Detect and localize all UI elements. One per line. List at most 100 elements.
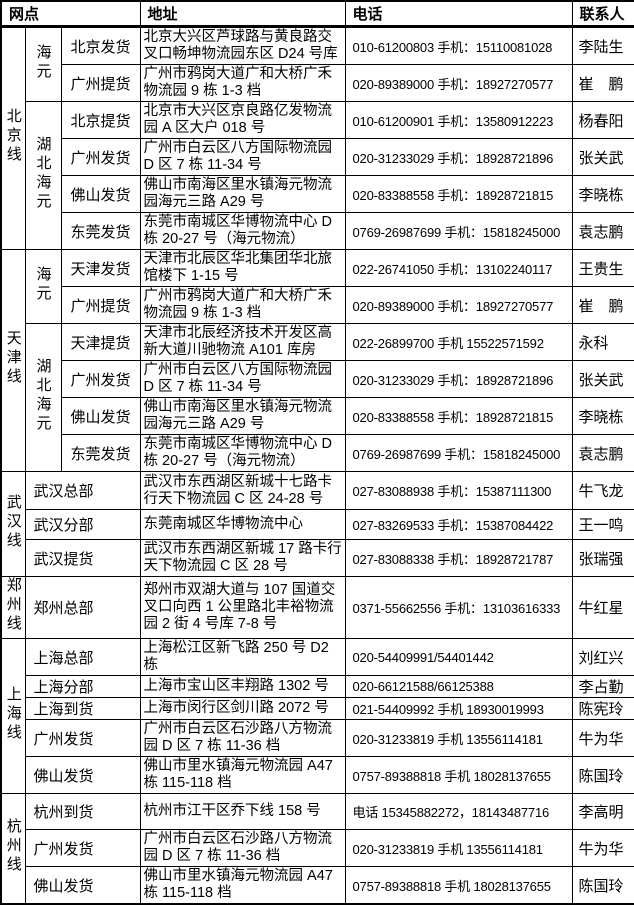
phone-cell: 电话 15345882272，18143487716	[344, 793, 573, 830]
table-row: 广州发货 广州市白云区八方国际物流园 D 区 7 栋 11-34 号 020-3…	[1, 360, 634, 398]
group-label: 湖北海元	[34, 357, 52, 434]
table-row: 上海到货 上海市闵行区剑川路 2072 号 021-54409992 手机 18…	[1, 697, 634, 720]
contact-cell: 李占勤	[571, 675, 634, 698]
contact-cell: 牛红星	[571, 576, 634, 639]
contact-cell: 崔 鹏	[571, 64, 634, 102]
address-cell: 东莞南城区华博物流中心	[139, 509, 346, 540]
header-network: 网点	[0, 0, 141, 28]
table-row: 广州提货 广州市鸦岗大道广和大桥广禾物流园 9 栋 1-3 档 020-8938…	[1, 286, 634, 324]
address-cell: 郑州市双湖大道与 107 国道交叉口向西 1 公里路北丰裕物流园 2 街 4 号…	[139, 576, 346, 639]
table-row: 广州发货 广州市白云区石沙路八方物流园 D 区 7 栋 11-36 档 020-…	[1, 719, 634, 757]
group-label-cell: 海元	[24, 26, 62, 102]
address-cell: 东莞市南城区华博物流中心 D 栋 20-27 号（海元物流）	[139, 434, 346, 472]
contact-cell: 牛为华	[571, 829, 634, 867]
phone-cell: 020-66121588/66125388	[344, 675, 573, 698]
header-row: 网点 地址 电话 联系人	[0, 0, 634, 28]
branch-cell: 北京发货	[60, 26, 141, 65]
group-label-cell: 湖北海元	[24, 101, 62, 250]
branch-cell: 佛山发货	[60, 397, 141, 435]
table-row: 湖北海元 天津提货 天津市北辰经济技术开发区高新大道川驰物流 A101 库房 0…	[1, 323, 634, 472]
line-label: 武汉线	[4, 493, 22, 551]
table-row: 湖北海元 北京提货 北京市大兴区京良路亿发物流园 A 区大户 018 号 010…	[1, 101, 634, 250]
address-cell: 佛山市里水镇海元物流园 A47 栋 115-118 档	[139, 756, 346, 794]
contact-cell: 李晓栋	[571, 397, 634, 435]
branch-cell: 广州发货	[60, 138, 141, 176]
branch-cell: 武汉提货	[24, 539, 141, 577]
branch-cell: 广州提货	[60, 286, 141, 324]
phone-cell: 020-83388558 手机：18928721815	[344, 175, 573, 213]
address-cell: 广州市白云区石沙路八方物流园 D 区 7 栋 11-36 档	[139, 719, 346, 757]
branch-cell: 广州提货	[60, 64, 141, 102]
address-cell: 北京市大兴区京良路亿发物流园 A 区大户 018 号	[139, 101, 346, 139]
address-cell: 广州市鸦岗大道广和大桥广禾物流园 9 栋 1-3 档	[139, 286, 346, 324]
address-cell: 东莞市南城区华博物流中心 D 栋 20-27 号（海元物流）	[139, 212, 346, 250]
group-label-cell: 海元	[24, 249, 62, 324]
line-label: 北京线	[4, 108, 22, 165]
phone-cell: 020-89389000 手机：18927270577	[344, 64, 573, 102]
contact-cell: 张关武	[571, 138, 634, 176]
contact-cell: 牛为华	[571, 719, 634, 757]
line-label-cell: 北京线	[0, 26, 26, 250]
branch-cell: 佛山发货	[24, 866, 141, 905]
table-row: 佛山发货 佛山市南海区里水镇海元物流园海元三路 A29 号 020-833885…	[1, 397, 634, 435]
address-cell: 北京大兴区芦球路与黄良路交叉口畅坤物流园东区 D24 号库	[139, 26, 346, 65]
branch-cell: 上海分部	[24, 675, 141, 698]
branch-cell: 武汉分部	[24, 509, 141, 540]
branch-cell: 佛山发货	[60, 175, 141, 213]
table-row: 上海线 上海总部 上海松江区新飞路 250 号 D2 栋 020-5440999…	[0, 638, 634, 794]
table-row: 佛山发货 佛山市里水镇海元物流园 A47 栋 115-118 档 0757-89…	[1, 756, 634, 794]
address-cell: 广州市鸦岗大道广和大桥广禾物流园 9 栋 1-3 档	[139, 64, 346, 102]
line-label-cell: 郑州线	[0, 576, 26, 639]
address-cell: 上海松江区新飞路 250 号 D2 栋	[139, 638, 346, 676]
branch-cell: 佛山发货	[24, 756, 141, 794]
address-cell: 武汉市东西湖区新城十七路卡行天下物流园 C 区 24-28 号	[139, 471, 346, 510]
branch-cell: 武汉总部	[24, 471, 141, 510]
phone-cell: 020-89389000 手机：18927270577	[344, 286, 573, 324]
line-label-cell: 天津线	[0, 249, 26, 472]
phone-cell: 0757-89388818 手机 18028137655	[344, 866, 573, 905]
contact-cell: 崔 鹏	[571, 286, 634, 324]
phone-cell: 027-83088338 手机：18928721787	[344, 539, 573, 577]
address-cell: 天津市北辰区华北集团华北旅馆楼下 1-15 号	[139, 249, 346, 287]
phone-cell: 027-83269533 手机：15387084422	[344, 509, 573, 540]
branch-cell: 北京提货	[60, 101, 141, 139]
phone-cell: 021-54409992 手机 18930019993	[344, 697, 573, 720]
table-row: 东莞发货 东莞市南城区华博物流中心 D 栋 20-27 号（海元物流） 0769…	[1, 434, 634, 472]
phone-cell: 020-54409991/54401442	[344, 638, 573, 676]
table-row: 郑州线 郑州总部 郑州市双湖大道与 107 国道交叉口向西 1 公里路北丰裕物流…	[0, 576, 634, 639]
branch-cell: 天津发货	[60, 249, 141, 287]
line-label: 杭州线	[4, 818, 22, 875]
phone-cell: 020-31233819 手机 13556114181	[344, 829, 573, 867]
address-cell: 广州市白云区八方国际物流园 D 区 7 栋 11-34 号	[139, 360, 346, 398]
address-cell: 佛山市南海区里水镇海元物流园海元三路 A29 号	[139, 175, 346, 213]
contact-cell: 李晓栋	[571, 175, 634, 213]
branch-cell: 上海总部	[24, 638, 141, 676]
branch-cell: 东莞发货	[60, 212, 141, 250]
contact-cell: 李高明	[571, 793, 634, 830]
contact-cell: 陈宪玲	[571, 697, 634, 720]
phone-cell: 020-31233819 手机 13556114181	[344, 719, 573, 757]
line-label: 天津线	[4, 330, 22, 387]
table-row: 武汉线 武汉总部 武汉市东西湖区新城十七路卡行天下物流园 C 区 24-28 号…	[0, 471, 634, 577]
branch-cell: 上海到货	[24, 697, 141, 720]
phone-cell: 020-83388558 手机：18928721815	[344, 397, 573, 435]
table-row: 佛山发货 佛山市南海区里水镇海元物流园海元三路 A29 号 020-833885…	[1, 175, 634, 213]
phone-cell: 0757-89388818 手机 18028137655	[344, 756, 573, 794]
header-address: 地址	[139, 0, 346, 28]
line-label-cell: 上海线	[0, 638, 26, 794]
address-cell: 上海市闵行区剑川路 2072 号	[139, 697, 346, 720]
address-cell: 广州市白云区八方国际物流园 D 区 7 栋 11-34 号	[139, 138, 346, 176]
address-cell: 广州市白云区石沙路八方物流园 D 区 7 栋 11-36 档	[139, 829, 346, 867]
contact-cell: 张瑞强	[571, 539, 634, 577]
address-cell: 杭州市江干区乔下线 158 号	[139, 793, 346, 830]
phone-cell: 022-26741050 手机：13102240117	[344, 249, 573, 287]
phone-cell: 027-83088938 手机：15387111300	[344, 471, 573, 510]
contact-cell: 刘红兴	[571, 638, 634, 676]
group-label: 海元	[34, 265, 52, 304]
table-row: 广州发货 广州市白云区石沙路八方物流园 D 区 7 栋 11-36 档 020-…	[1, 829, 634, 867]
table-row: 武汉提货 武汉市东西湖区新城 17 路卡行天下物流园 C 区 28 号 027-…	[1, 539, 634, 577]
line-label-cell: 杭州线	[0, 793, 26, 905]
header-contact: 联系人	[571, 0, 634, 28]
contact-cell: 袁志鹏	[571, 212, 634, 250]
